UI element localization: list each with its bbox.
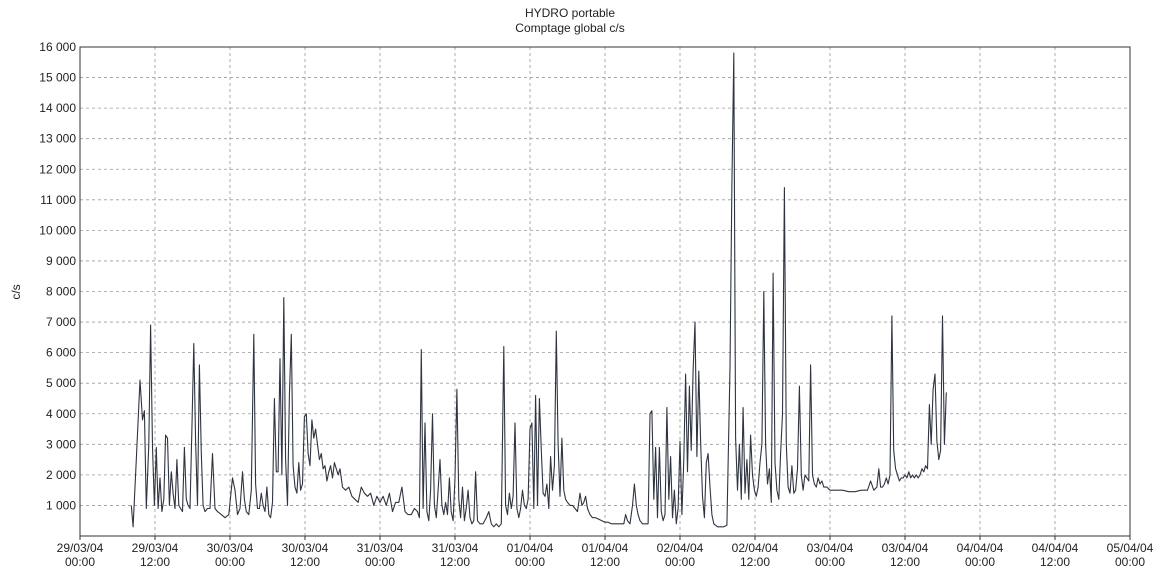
x-tick-date: 04/04/04	[1032, 541, 1079, 555]
x-tick-time: 00:00	[515, 555, 545, 569]
x-tick-date: 01/04/04	[507, 541, 554, 555]
x-tick-time: 00:00	[965, 555, 995, 569]
y-tick-label: 3 000	[46, 437, 76, 451]
y-tick-label: 1 000	[46, 498, 76, 512]
y-tick-label: 6 000	[46, 346, 76, 360]
y-tick-label: 9 000	[46, 254, 76, 268]
x-tick-time: 00:00	[1115, 555, 1145, 569]
x-tick-date: 03/04/04	[882, 541, 929, 555]
chart-title: HYDRO portable	[525, 6, 615, 20]
y-axis-ticks: 1 000 2 000 3 000 4 000 5 000 6 000 7 000 8 000…	[39, 40, 76, 512]
x-tick-date: 31/03/04	[357, 541, 404, 555]
x-tick-time: 00:00	[815, 555, 845, 569]
x-tick-time: 12:00	[440, 555, 470, 569]
x-tick-date: 03/04/04	[807, 541, 854, 555]
x-tick-time: 12:00	[140, 555, 170, 569]
y-axis-label: c/s	[9, 284, 23, 299]
x-tick-time: 00:00	[65, 555, 95, 569]
x-tick-time: 12:00	[290, 555, 320, 569]
plot-frame	[79, 46, 1131, 537]
x-tick-time: 12:00	[590, 555, 620, 569]
y-tick-label: 8 000	[46, 285, 76, 299]
y-tick-label: 10 000	[39, 223, 76, 237]
x-tick-date: 29/03/04	[57, 541, 104, 555]
y-tick-label: 5 000	[46, 376, 76, 390]
x-tick-time: 12:00	[740, 555, 770, 569]
y-tick-label: 11 000	[40, 193, 76, 207]
x-tick-time: 12:00	[890, 555, 920, 569]
chart-subtitle: Comptage global c/s	[515, 21, 624, 35]
gridlines	[80, 46, 1130, 536]
y-tick-label: 16 000	[39, 40, 76, 54]
y-tick-label: 14 000	[39, 101, 76, 115]
y-tick-label: 13 000	[39, 132, 76, 146]
x-tick-date: 30/03/04	[207, 541, 254, 555]
x-tick-time: 00:00	[365, 555, 395, 569]
y-tick-label: 12 000	[39, 162, 76, 176]
y-tick-label: 2 000	[46, 468, 76, 482]
x-tick-date: 31/03/04	[432, 541, 479, 555]
x-axis-ticks: 29/03/0400:0029/03/0412:0030/03/0400:003…	[57, 536, 1154, 569]
x-tick-date: 01/04/04	[582, 541, 629, 555]
x-tick-date: 05/04/04	[1107, 541, 1154, 555]
series-line	[130, 52, 947, 528]
y-tick-label: 4 000	[46, 407, 76, 421]
y-tick-label: 15 000	[39, 71, 76, 85]
x-tick-date: 02/04/04	[657, 541, 704, 555]
x-tick-date: 30/03/04	[282, 541, 329, 555]
x-tick-date: 29/03/04	[132, 541, 179, 555]
x-tick-time: 00:00	[215, 555, 245, 569]
x-tick-date: 02/04/04	[732, 541, 779, 555]
y-tick-label: 7 000	[46, 315, 76, 329]
x-tick-time: 12:00	[1040, 555, 1070, 569]
x-tick-time: 00:00	[665, 555, 695, 569]
x-tick-date: 04/04/04	[957, 541, 1004, 555]
